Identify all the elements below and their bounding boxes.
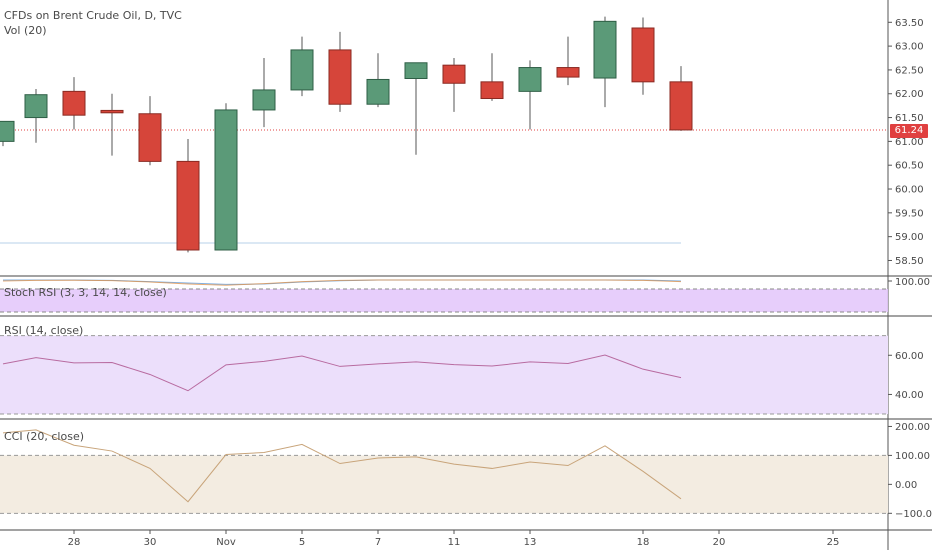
- candle-body: [480, 81, 504, 100]
- y-tick-label: 200.00: [895, 422, 930, 433]
- volume-label: Vol (20): [4, 24, 47, 37]
- y-tick-label: 60.00: [895, 185, 924, 196]
- x-tick-label: 30: [144, 537, 157, 548]
- stoch-band: [0, 289, 888, 312]
- y-tick-label: 40.00: [895, 390, 924, 401]
- y-tick-label: 63.50: [895, 18, 924, 29]
- x-tick-label: 20: [713, 537, 726, 548]
- rsi-title: RSI (14, close): [4, 324, 84, 337]
- candle-body: [593, 20, 617, 79]
- y-tick-label: 61.50: [895, 113, 924, 124]
- cci-title: CCI (20, close): [4, 430, 85, 443]
- y-tick-label: 0.00: [895, 480, 917, 491]
- y-tick-label: 61.00: [895, 137, 924, 148]
- y-tick-label: 100.00: [895, 451, 930, 462]
- candle-body: [366, 78, 390, 105]
- x-tick-label: 11: [448, 537, 461, 548]
- rsi-series-line: [2, 354, 682, 392]
- x-tick-label: 18: [637, 537, 650, 548]
- y-tick-label: 62.00: [895, 89, 924, 100]
- x-tick-label: 13: [524, 537, 537, 548]
- stoch-rsi-title: Stoch RSI (3, 3, 14, 14, close): [4, 286, 167, 299]
- candle-body: [442, 64, 466, 84]
- y-tick-label: 59.00: [895, 232, 924, 243]
- x-tick-label: 5: [299, 537, 305, 548]
- y-tick-label: 60.50: [895, 161, 924, 172]
- candle-body: [328, 49, 352, 105]
- candle-body: [252, 89, 276, 111]
- candle-body: [631, 27, 655, 83]
- y-tick-label: 62.50: [895, 65, 924, 76]
- candle-body: [176, 160, 200, 251]
- candle-body: [290, 49, 314, 91]
- cci-band: [0, 455, 888, 514]
- y-tick-label: 100.00: [895, 277, 930, 288]
- candle-body: [669, 81, 693, 131]
- x-tick-label: 25: [827, 537, 840, 548]
- x-tick-label: 7: [375, 537, 381, 548]
- chart-title: CFDs on Brent Crude Oil, D, TVC: [4, 9, 182, 22]
- y-tick-label: 58.50: [895, 256, 924, 267]
- candle-body: [518, 67, 542, 92]
- cci-series-line: [2, 429, 682, 503]
- y-tick-label: 63.00: [895, 42, 924, 53]
- stoch-series-line: [2, 279, 682, 286]
- y-tick-label: −100.00: [895, 509, 932, 520]
- rsi-band: [0, 335, 888, 415]
- candle-body: [24, 94, 48, 119]
- candle-body: [404, 62, 428, 80]
- y-tick-label: 59.50: [895, 208, 924, 219]
- candle-body: [0, 120, 15, 142]
- y-tick-label: 60.00: [895, 351, 924, 362]
- x-tick-label: 28: [68, 537, 81, 548]
- candle-body: [214, 109, 238, 251]
- candle-body: [100, 109, 124, 114]
- last-price-tag: 61.24: [890, 124, 928, 138]
- candle-body: [556, 67, 580, 78]
- candle-body: [138, 113, 162, 162]
- x-tick-label: Nov: [216, 537, 236, 548]
- candle-body: [62, 90, 86, 116]
